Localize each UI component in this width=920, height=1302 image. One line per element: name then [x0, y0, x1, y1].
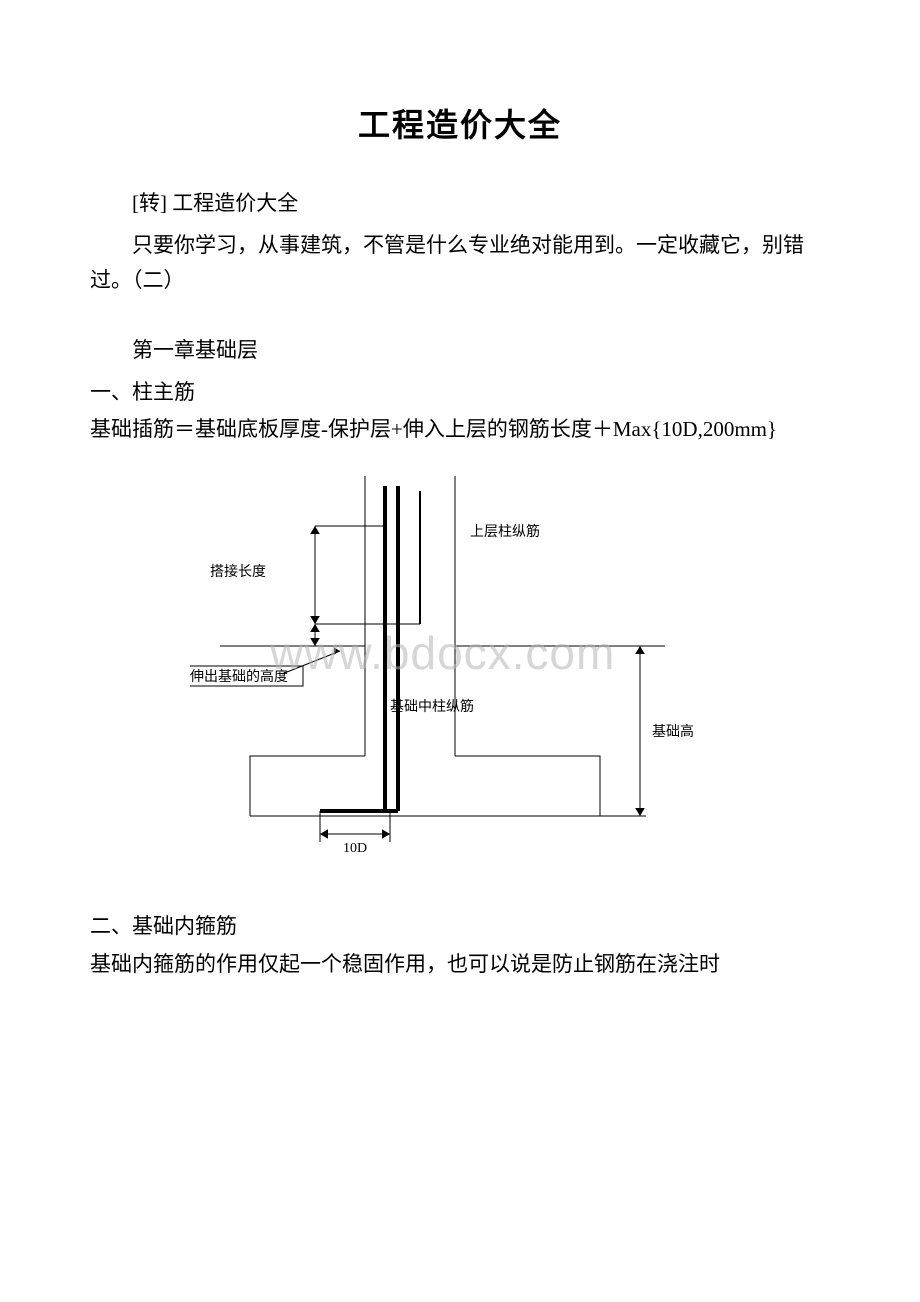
diagram-svg: 上层柱纵筋搭接长度伸出基础的高度基础中柱纵筋基础高 10D [190, 456, 710, 876]
foundation-diagram: www.bdocx.com 上层柱纵筋搭接长度伸出基础的高度基础中柱纵筋基础高1… [190, 456, 710, 881]
svg-text:10D: 10D [343, 841, 367, 856]
chapter-heading: 第一章基础层 [90, 333, 830, 369]
formula1: 基础插筋＝基础底板厚度-保护层+伸入上层的钢筋长度＋Max{10D,200mm} [90, 412, 830, 448]
svg-text:基础高: 基础高 [652, 723, 694, 740]
intro-paragraph: 只要你学习，从事建筑，不管是什么专业绝对能用到。一定收藏它，别错过。（二） [90, 228, 830, 299]
section2-heading: 二、基础内箍筋 [90, 909, 830, 945]
desc2: 基础内箍筋的作用仅起一个稳固作用，也可以说是防止钢筋在浇注时 [90, 947, 830, 983]
spacer [90, 305, 830, 333]
spacer-2 [90, 881, 830, 909]
svg-text:基础中柱纵筋: 基础中柱纵筋 [390, 698, 474, 715]
subtitle-line: [转] 工程造价大全 [90, 186, 830, 222]
svg-text:伸出基础的高度: 伸出基础的高度 [190, 668, 288, 685]
svg-text:搭接长度: 搭接长度 [210, 563, 266, 580]
page-title: 工程造价大全 [90, 100, 830, 146]
section1-heading: 一、柱主筋 [90, 375, 830, 411]
svg-text:上层柱纵筋: 上层柱纵筋 [470, 523, 540, 540]
